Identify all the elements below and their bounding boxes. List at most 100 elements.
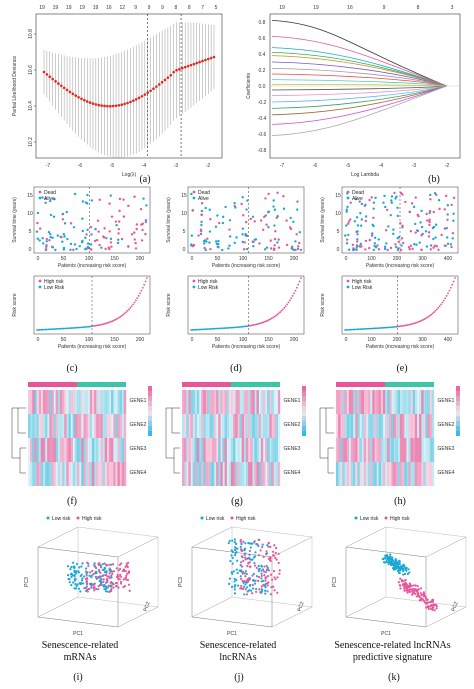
alive-point	[245, 234, 249, 238]
heatmap-cell	[121, 414, 125, 438]
alive-point	[253, 238, 256, 241]
legend-dead-marker	[192, 190, 196, 194]
cv-point	[108, 104, 112, 108]
dead-point	[269, 239, 272, 242]
alive-point	[273, 208, 277, 211]
dead-point	[409, 244, 413, 248]
low-risk-point	[402, 567, 405, 570]
label-b: (b)	[428, 174, 440, 185]
heatmap-cell	[30, 462, 33, 486]
high-risk-point	[422, 599, 426, 602]
heatmap-cell	[94, 462, 97, 486]
alive-point	[265, 246, 269, 249]
low-risk-point	[85, 572, 88, 575]
color-scale-step	[148, 426, 152, 431]
heatmap-cell	[385, 390, 388, 414]
heatmap-cell	[235, 438, 238, 462]
y-tick-label: -0.8	[258, 148, 267, 154]
x-tick-label: 150	[264, 256, 273, 262]
high-risk-point	[120, 562, 123, 565]
low-risk-point	[356, 328, 359, 331]
high-risk-point	[402, 324, 405, 327]
heatmap-cell	[374, 438, 377, 462]
low-risk-point	[226, 327, 229, 329]
heatmap-cell	[271, 462, 274, 486]
high-risk-point	[274, 551, 277, 555]
dead-point	[98, 198, 101, 202]
heatmap-cell	[269, 462, 272, 486]
low-risk-point	[398, 560, 401, 563]
y-axis-label: Risk score	[12, 293, 18, 317]
heatmap-cell	[117, 414, 120, 438]
low-risk-point	[266, 590, 269, 593]
low-risk-point	[209, 328, 212, 330]
cv-point	[172, 70, 175, 74]
heatmap-cell	[391, 462, 394, 486]
heatmap-cell	[355, 438, 358, 462]
heatmap-cell	[382, 462, 386, 486]
dead-point	[401, 193, 404, 196]
low-risk-point	[52, 328, 55, 330]
heatmap-cell	[192, 438, 195, 462]
low-risk-point	[85, 585, 88, 588]
dead-point	[269, 247, 273, 250]
cv-point	[134, 98, 138, 101]
heatmap-cell	[395, 438, 398, 462]
heatmap-cell	[66, 414, 69, 438]
cv-point	[100, 104, 103, 107]
heatmap-cell	[406, 438, 409, 462]
alive-point	[241, 227, 245, 230]
heatmap-cell	[91, 462, 95, 486]
heatmap-cell	[192, 414, 195, 438]
high-risk-point	[408, 582, 412, 585]
alive-point	[115, 223, 118, 227]
label-d: (d)	[230, 363, 242, 374]
alive-point	[449, 243, 453, 246]
low-risk-point	[231, 556, 234, 559]
cv-point	[97, 103, 101, 107]
heatmap-cell	[277, 390, 281, 414]
heatmap-cell	[423, 438, 426, 462]
heatmap-cell	[389, 438, 392, 462]
alive-point	[356, 230, 359, 233]
high-risk-point	[97, 585, 100, 588]
heatmap-cell	[363, 390, 367, 414]
alive-point	[117, 238, 120, 241]
high-risk-point	[117, 577, 120, 580]
heatmap-cell	[273, 462, 276, 486]
high-risk-point	[434, 603, 437, 606]
high-risk-point	[258, 588, 261, 591]
heatmap-cell	[241, 438, 244, 462]
dead-point	[402, 241, 405, 245]
low-risk-point	[360, 328, 363, 330]
plot-frame	[187, 275, 305, 335]
x-tick-label: 300	[418, 337, 427, 343]
dead-point	[104, 247, 107, 251]
heatmap-cell	[338, 390, 341, 414]
heatmap-cell	[408, 438, 411, 462]
heatmap-cell	[273, 414, 276, 438]
legend-low-label: Low Risk	[352, 285, 373, 291]
low-risk-point	[81, 562, 84, 565]
alive-point	[345, 242, 349, 245]
y-axis-label: Partial Likelihood Deviance	[12, 56, 18, 117]
heatmap-cell	[188, 414, 191, 438]
dead-point	[276, 191, 279, 195]
alive-point	[221, 215, 225, 219]
heatmap-cell	[393, 462, 396, 486]
heatmap-cell	[275, 438, 279, 462]
heatmap-cell	[385, 438, 388, 462]
high-risk-point	[408, 584, 411, 587]
low-risk-point	[108, 569, 111, 572]
top-tick-label: 9	[134, 5, 137, 11]
heatmap-cell	[367, 438, 371, 462]
low-risk-point	[68, 581, 71, 584]
legend-high-label: High risk	[236, 516, 256, 522]
dead-point	[122, 215, 126, 218]
low-risk-point	[255, 575, 259, 578]
high-risk-point	[254, 564, 257, 567]
low-risk-point	[406, 572, 409, 575]
top-tick-label: 8	[174, 5, 177, 11]
low-risk-point	[106, 590, 109, 593]
low-risk-point	[244, 542, 247, 545]
